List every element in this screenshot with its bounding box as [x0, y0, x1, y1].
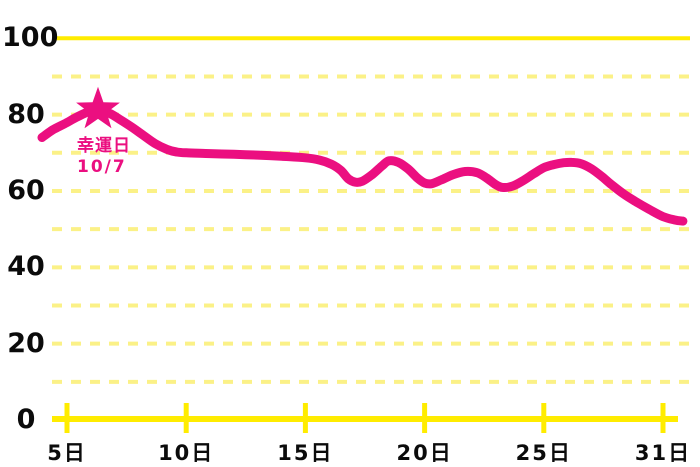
y-axis-label: 80 [7, 98, 45, 130]
y-axis-label: 20 [7, 327, 45, 359]
x-axis-label: 15日 [277, 441, 334, 465]
y-axis-label: 40 [7, 251, 45, 283]
lucky-day-label: 幸運日 [76, 135, 131, 156]
y-axis-label: 0 [16, 404, 36, 435]
x-axis-label: 20日 [396, 441, 453, 465]
y-axis-label: 60 [7, 174, 45, 206]
lucky-day-date: 10/7 [76, 156, 127, 177]
y-axis-label: 100 [2, 22, 59, 54]
x-axis-label: 10日 [158, 441, 215, 465]
fortune-line [37, 105, 688, 226]
lucky-day-annotation: 幸運日 10/7 [77, 136, 131, 178]
lucky-day-star-icon [76, 86, 120, 129]
x-axis-label: 31日 [634, 441, 692, 465]
x-axis-label: 25日 [515, 441, 572, 465]
x-axis-label: 5日 [47, 441, 87, 465]
